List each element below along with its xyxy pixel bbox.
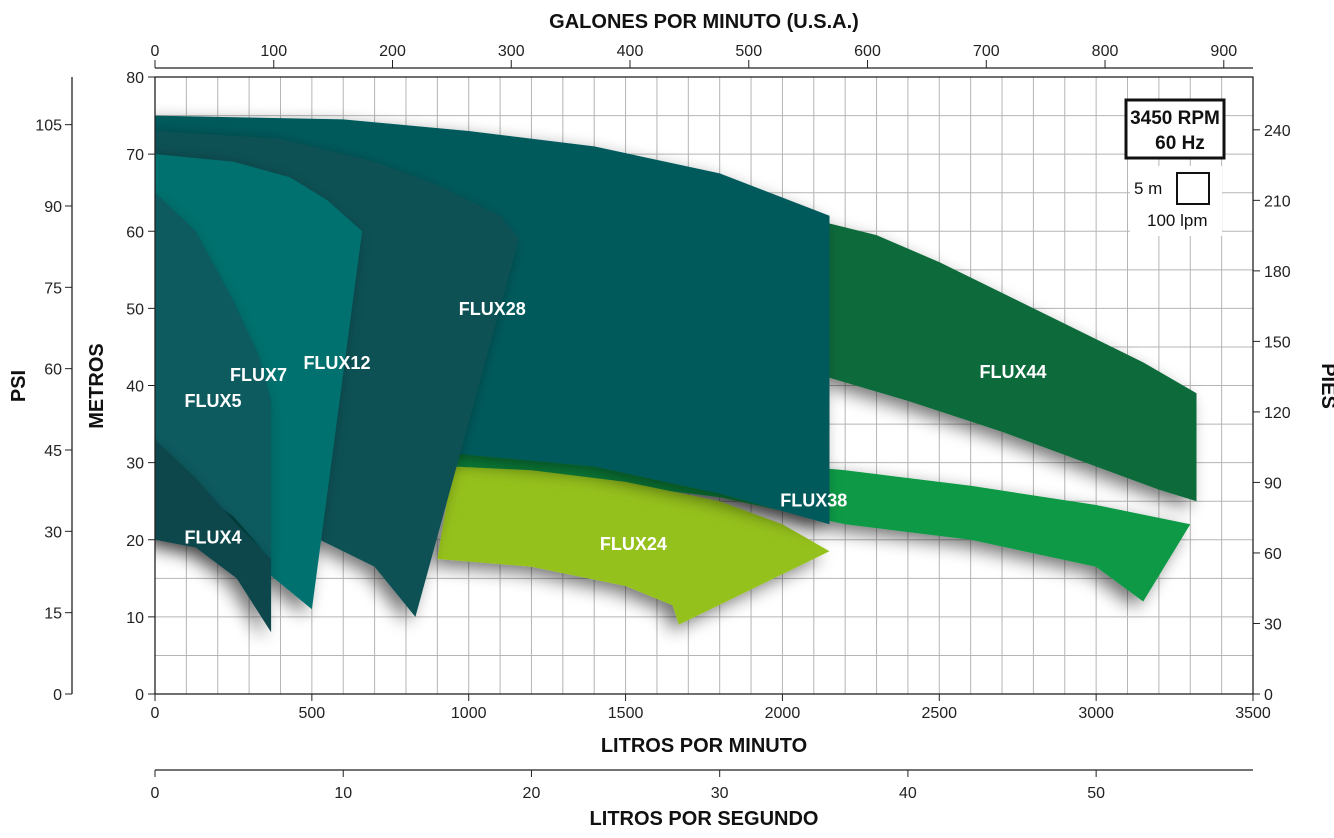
bottom-tick-label: 1000 [451, 705, 487, 722]
secondary-bottom-tick-label: 30 [711, 785, 729, 802]
psi-tick-label: 90 [44, 199, 62, 216]
speed-badge: 3450 RPM 60 Hz [1124, 98, 1226, 160]
top-tick-label: 100 [260, 43, 287, 60]
speed-badge-hz: 60 Hz [1155, 133, 1205, 154]
curve-flux38 [437, 439, 1191, 602]
curve-label-flux38: FLUX38 [780, 491, 847, 511]
top-tick-label: 900 [1210, 43, 1237, 60]
top-tick-label: 0 [151, 43, 160, 60]
right-tick-label: 60 [1264, 546, 1282, 563]
bottom-tick-label: 500 [299, 705, 326, 722]
bottom-tick-label: 3500 [1235, 705, 1271, 722]
curve-flux24 [437, 466, 830, 625]
right-tick-label: 0 [1264, 687, 1273, 704]
secondary-bottom-tick-label: 40 [899, 785, 917, 802]
right-tick-label: 90 [1264, 475, 1282, 492]
left-tick-label: 30 [126, 456, 144, 473]
top-tick-label: 800 [1092, 43, 1119, 60]
pump-curves [155, 115, 1197, 633]
bottom-tick-label: 2500 [921, 705, 957, 722]
grid-scale-square-icon [1176, 172, 1210, 205]
left-tick-label: 40 [126, 379, 144, 396]
curve-label-flux7: FLUX7 [230, 365, 287, 385]
left-tick-label: 10 [126, 610, 144, 627]
bottom-axis-title: LITROS POR MINUTO [601, 735, 807, 757]
top-tick-label: 200 [379, 43, 406, 60]
psi-tick-label: 30 [44, 524, 62, 541]
right-tick-label: 180 [1264, 264, 1291, 281]
left-tick-label: 0 [135, 687, 144, 704]
secondary-bottom-axis-title: LITROS POR SEGUNDO [590, 808, 819, 830]
outer-left-axis-title: PSI [8, 370, 30, 402]
right-tick-label: 240 [1264, 123, 1291, 140]
top-tick-label: 500 [735, 43, 762, 60]
psi-tick-label: 60 [44, 362, 62, 379]
bottom-tick-label: 2000 [765, 705, 801, 722]
top-tick-label: 700 [973, 43, 1000, 60]
secondary-bottom-tick-label: 0 [151, 785, 160, 802]
psi-tick-label: 15 [44, 606, 62, 623]
grid-scale-legend: 5 m 100 lpm [1130, 166, 1222, 236]
left-tick-label: 70 [126, 147, 144, 164]
bottom-tick-label: 3000 [1078, 705, 1114, 722]
top-axis-title: GALONES POR MINUTO (U.S.A.) [549, 11, 859, 33]
curve-label-flux24: FLUX24 [600, 534, 667, 554]
top-tick-label: 400 [617, 43, 644, 60]
grid-scale-flow-label: 100 lpm [1147, 211, 1207, 230]
speed-badge-frame [1124, 98, 1226, 160]
curve-label-flux4: FLUX4 [185, 527, 242, 547]
curve-label-flux28: FLUX28 [459, 299, 526, 319]
secondary-bottom-tick-label: 10 [334, 785, 352, 802]
curve-labels: FLUX44 FLUX38 FLUX24 FLUX28 FLUX12 FLUX7 FLUX5… [185, 299, 1047, 554]
curve-label-flux12: FLUX12 [303, 353, 370, 373]
curve-label-flux5: FLUX5 [185, 391, 242, 411]
top-tick-label: 300 [498, 43, 525, 60]
left-tick-label: 60 [126, 224, 144, 241]
right-axis-title: PIES [1317, 363, 1334, 409]
right-tick-label: 210 [1264, 193, 1291, 210]
top-tick-label: 600 [854, 43, 881, 60]
bottom-tick-label: 0 [151, 705, 160, 722]
left-tick-label: 80 [126, 70, 144, 87]
psi-tick-label: 45 [44, 443, 62, 460]
grid-scale-height-label: 5 m [1134, 179, 1162, 198]
speed-badge-rpm: 3450 RPM [1130, 108, 1220, 129]
right-tick-label: 150 [1264, 334, 1291, 351]
secondary-bottom-tick-label: 50 [1087, 785, 1105, 802]
curve-flux4 [155, 439, 272, 633]
left-axis-title: METROS [86, 343, 108, 429]
left-tick-label: 50 [126, 301, 144, 318]
psi-tick-label: 75 [44, 280, 62, 297]
psi-tick-label: 0 [53, 687, 62, 704]
bottom-tick-label: 1500 [608, 705, 644, 722]
curve-flux44 [829, 223, 1197, 502]
right-tick-label: 30 [1264, 616, 1282, 633]
right-tick-label: 120 [1264, 405, 1291, 422]
secondary-bottom-tick-label: 20 [523, 785, 541, 802]
left-tick-label: 20 [126, 533, 144, 550]
psi-tick-label: 105 [35, 118, 62, 135]
curve-label-flux44: FLUX44 [979, 362, 1046, 382]
